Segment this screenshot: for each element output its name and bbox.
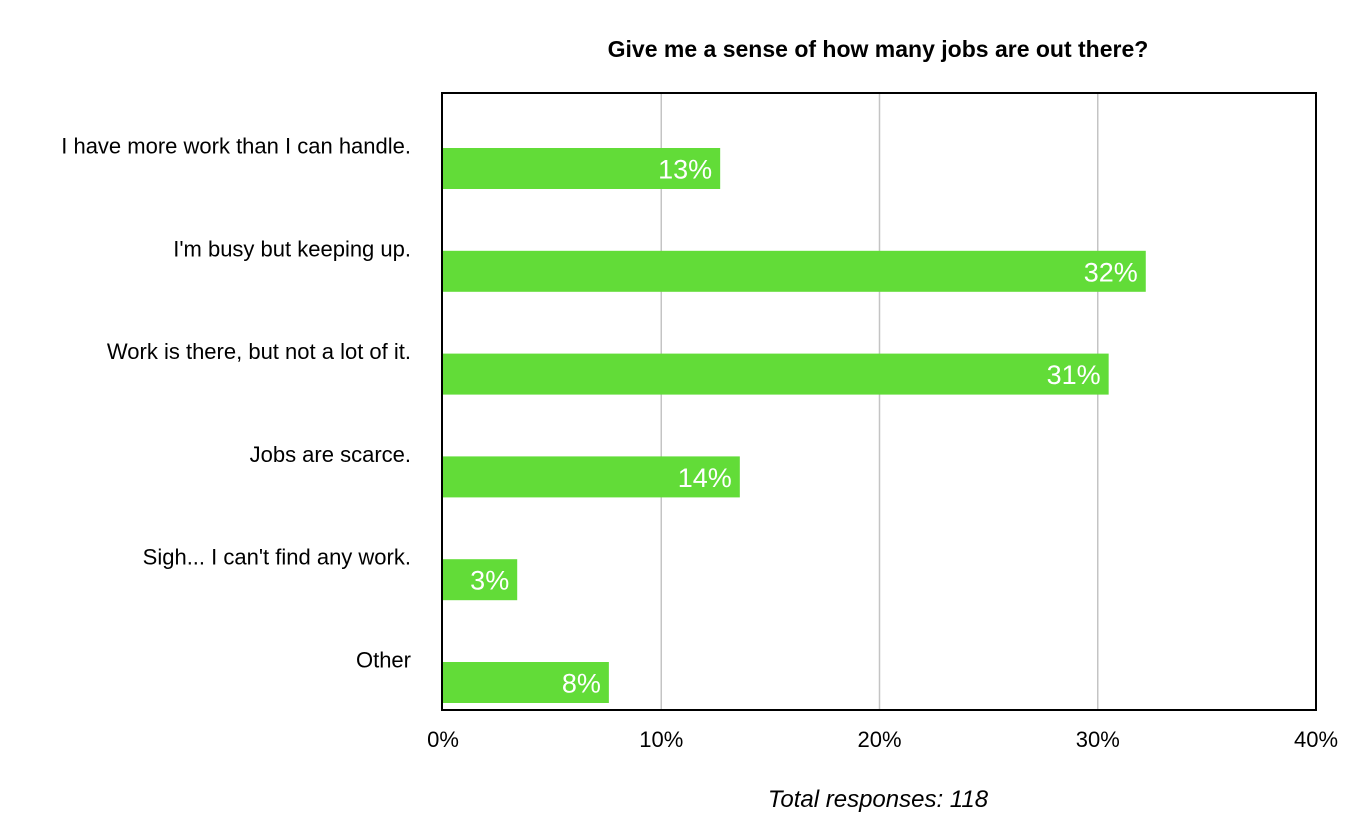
- category-label: Work is there, but not a lot of it.: [107, 339, 411, 364]
- bar: [443, 353, 1109, 395]
- x-tick-label: 30%: [1076, 727, 1120, 752]
- x-tick-label: 10%: [639, 727, 683, 752]
- bar: [443, 148, 721, 189]
- data-label: 13%: [658, 155, 712, 185]
- category-label: Jobs are scarce.: [250, 442, 411, 467]
- data-label: 14%: [678, 463, 732, 493]
- data-label: 8%: [562, 669, 601, 699]
- category-label: Sigh... I can't find any work.: [143, 545, 411, 570]
- total-responses-note: Total responses: 118: [768, 786, 989, 813]
- category-label: I'm busy but keeping up.: [173, 236, 411, 261]
- category-label: I have more work than I can handle.: [61, 134, 411, 159]
- gridlines: [660, 93, 1099, 710]
- data-label: 31%: [1047, 360, 1101, 390]
- x-tick-labels: 0% 10% 20% 30% 40%: [427, 727, 1338, 752]
- bar: [443, 662, 609, 703]
- bars: 13% 32% 31% 14% 3% 8%: [443, 148, 1146, 703]
- data-label: 3%: [470, 566, 509, 596]
- category-labels: I have more work than I can handle. I'm b…: [61, 134, 411, 673]
- x-tick-label: 40%: [1294, 727, 1338, 752]
- data-label: 32%: [1084, 257, 1138, 287]
- bar: [443, 456, 740, 498]
- x-tick-label: 20%: [857, 727, 901, 752]
- bar: [443, 250, 1146, 292]
- chart-title: Give me a sense of how many jobs are out…: [608, 36, 1149, 62]
- bar: [443, 559, 518, 601]
- x-tick-label: 0%: [427, 727, 459, 752]
- plot-frame: [441, 92, 1317, 711]
- category-label: Other: [356, 648, 411, 673]
